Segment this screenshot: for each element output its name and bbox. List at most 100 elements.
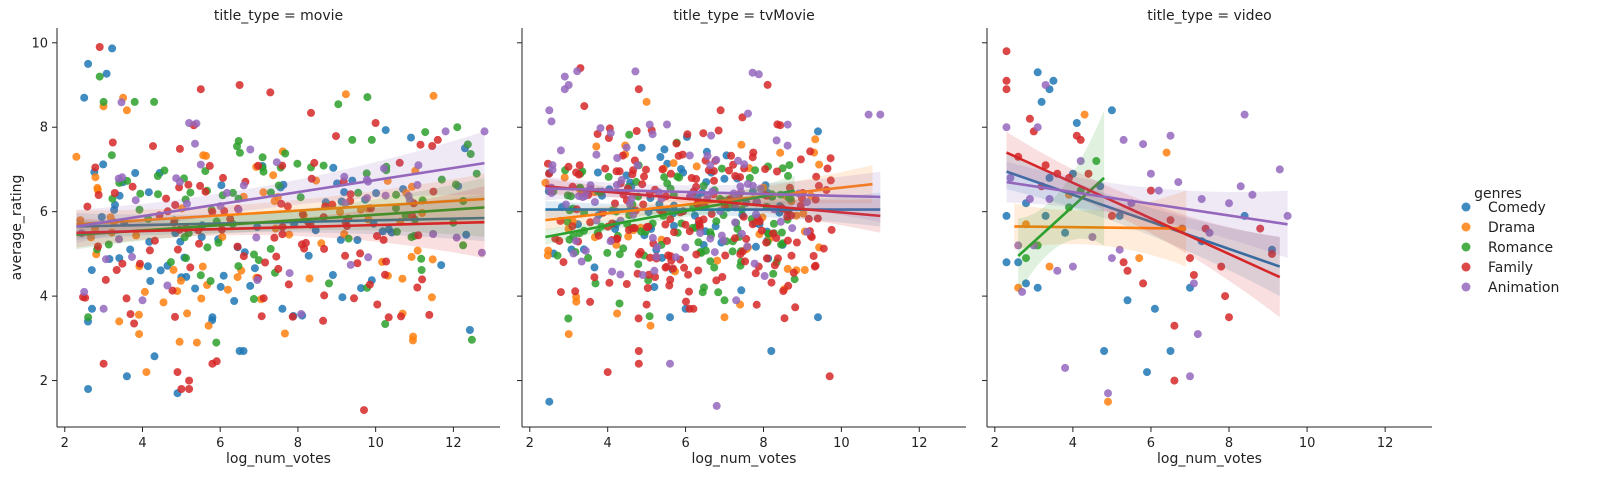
point-family bbox=[1170, 321, 1179, 330]
regression-line-family bbox=[545, 185, 881, 218]
legend-marker bbox=[1461, 222, 1471, 232]
point-comedy bbox=[1143, 368, 1151, 377]
point-drama bbox=[624, 232, 633, 241]
point-animation bbox=[696, 229, 705, 237]
x-tick-label: 2 bbox=[526, 436, 534, 451]
point-comedy bbox=[1061, 228, 1070, 237]
point-romance bbox=[645, 312, 654, 321]
point-comedy bbox=[102, 69, 111, 78]
point-animation bbox=[1104, 389, 1112, 398]
legend-label: Animation bbox=[1488, 280, 1559, 296]
point-romance bbox=[790, 275, 799, 284]
point-family bbox=[559, 258, 568, 267]
point-animation bbox=[737, 229, 746, 238]
point-family bbox=[356, 249, 365, 258]
point-drama bbox=[1162, 148, 1171, 157]
point-animation bbox=[756, 184, 765, 193]
point-family bbox=[810, 262, 819, 271]
point-animation bbox=[1146, 169, 1155, 178]
point-animation bbox=[663, 120, 671, 129]
y-axis-label: average_rating bbox=[9, 175, 25, 281]
point-romance bbox=[196, 271, 205, 280]
point-family bbox=[381, 270, 389, 279]
point-family bbox=[320, 244, 329, 253]
point-romance bbox=[99, 97, 108, 106]
point-romance bbox=[362, 169, 371, 178]
point-comedy bbox=[656, 153, 665, 161]
point-family bbox=[804, 214, 813, 223]
point-drama bbox=[176, 276, 185, 285]
ci-band-family bbox=[545, 178, 881, 233]
point-animation bbox=[429, 230, 438, 238]
panel-2: title_type = tvMovie 2 4 6 8 10 12 log_num_vote… bbox=[517, 8, 966, 467]
point-animation bbox=[592, 216, 601, 225]
point-drama bbox=[199, 151, 208, 160]
point-comedy bbox=[250, 264, 259, 273]
point-family bbox=[278, 230, 287, 239]
point-comedy bbox=[353, 236, 362, 244]
point-animation bbox=[650, 266, 659, 275]
point-family bbox=[644, 222, 653, 231]
point-animation bbox=[556, 146, 565, 155]
point-romance bbox=[153, 172, 162, 180]
point-comedy bbox=[1033, 68, 1042, 77]
point-comedy bbox=[126, 245, 135, 254]
point-comedy bbox=[239, 347, 248, 355]
point-family bbox=[738, 113, 747, 122]
point-family bbox=[692, 250, 701, 259]
point-romance bbox=[584, 253, 593, 262]
point-romance bbox=[259, 167, 268, 176]
point-animation bbox=[712, 155, 721, 164]
point-comedy bbox=[1045, 173, 1054, 182]
ci-band-romance bbox=[1018, 110, 1105, 294]
point-drama bbox=[646, 321, 655, 330]
point-family bbox=[638, 180, 647, 189]
regression-line-animation bbox=[1006, 180, 1288, 226]
point-animation bbox=[652, 253, 661, 261]
point-romance bbox=[381, 320, 390, 328]
point-animation bbox=[772, 136, 781, 145]
point-animation bbox=[548, 161, 557, 170]
point-romance bbox=[136, 189, 145, 198]
point-animation bbox=[748, 181, 757, 190]
legend-marker bbox=[1461, 202, 1471, 212]
point-family bbox=[110, 189, 119, 197]
point-romance bbox=[769, 219, 778, 228]
point-romance bbox=[567, 192, 575, 201]
point-family bbox=[651, 273, 660, 281]
point-animation bbox=[1275, 165, 1284, 174]
point-family bbox=[1217, 262, 1226, 271]
point-comedy bbox=[767, 347, 776, 355]
point-family bbox=[622, 280, 631, 288]
point-animation bbox=[1154, 186, 1163, 195]
point-family bbox=[634, 359, 643, 368]
point-family bbox=[1002, 76, 1011, 85]
point-family bbox=[663, 236, 671, 245]
point-family bbox=[644, 270, 653, 279]
x-tick-label: 10 bbox=[367, 436, 384, 451]
x-tick-label: 6 bbox=[1147, 436, 1155, 451]
x-tick-label: 4 bbox=[604, 436, 612, 451]
point-drama bbox=[142, 368, 151, 377]
point-family bbox=[739, 212, 748, 221]
regression-line-drama bbox=[1014, 225, 1187, 230]
point-comedy bbox=[814, 313, 822, 322]
point-family bbox=[819, 244, 828, 253]
points-layer bbox=[541, 64, 885, 410]
point-romance bbox=[421, 128, 430, 137]
point-comedy bbox=[156, 266, 165, 275]
x-tick-label: 6 bbox=[216, 436, 224, 451]
point-family bbox=[1002, 47, 1011, 56]
ci-band-family bbox=[76, 186, 485, 259]
point-family bbox=[615, 167, 624, 176]
point-romance bbox=[712, 217, 721, 226]
point-romance bbox=[293, 159, 302, 168]
point-romance bbox=[714, 288, 723, 297]
point-animation bbox=[712, 401, 721, 410]
point-animation bbox=[131, 196, 140, 205]
point-family bbox=[685, 287, 693, 296]
point-drama bbox=[159, 298, 168, 307]
legend-marker bbox=[1461, 282, 1471, 292]
x-tick-label: 2 bbox=[61, 436, 69, 451]
